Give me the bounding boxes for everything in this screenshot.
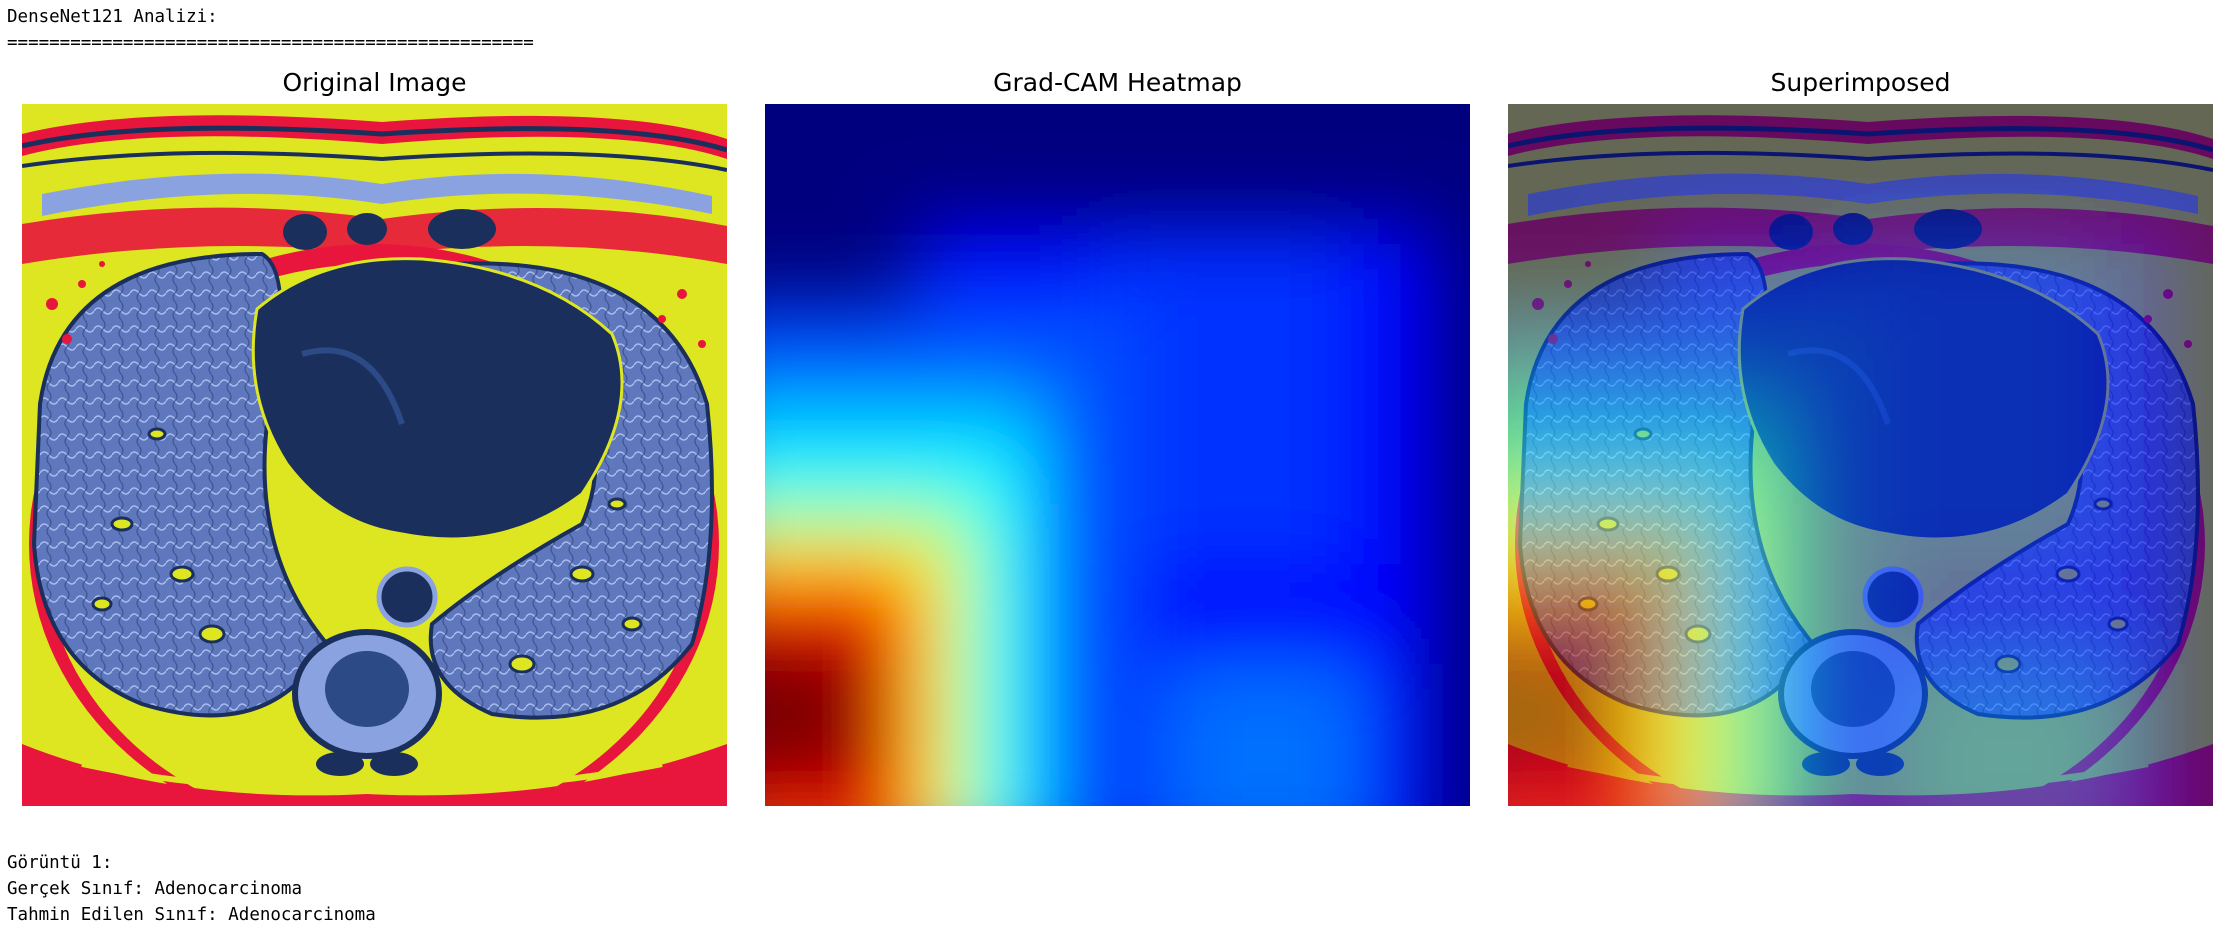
ct-scan-image xyxy=(22,104,727,806)
superimposed-panel xyxy=(1508,104,2213,806)
jet-colormap-heatmap xyxy=(765,104,1470,806)
output-header-title: DenseNet121 Analizi: xyxy=(7,7,218,27)
overlay-image xyxy=(1508,104,2213,806)
panel-title-heatmap: Grad-CAM Heatmap xyxy=(993,68,1242,97)
result-true-class: Gerçek Sınıf: Adenocarcinoma xyxy=(7,879,303,899)
gradcam-heatmap-panel xyxy=(765,104,1470,806)
result-image-index: Görüntü 1: xyxy=(7,853,113,873)
original-image-panel xyxy=(22,104,727,806)
panel-title-original: Original Image xyxy=(282,68,467,97)
output-separator: ========================================… xyxy=(7,33,534,53)
result-predicted-class: Tahmin Edilen Sınıf: Adenocarcinoma xyxy=(7,905,376,925)
panel-title-superimposed: Superimposed xyxy=(1770,68,1951,97)
